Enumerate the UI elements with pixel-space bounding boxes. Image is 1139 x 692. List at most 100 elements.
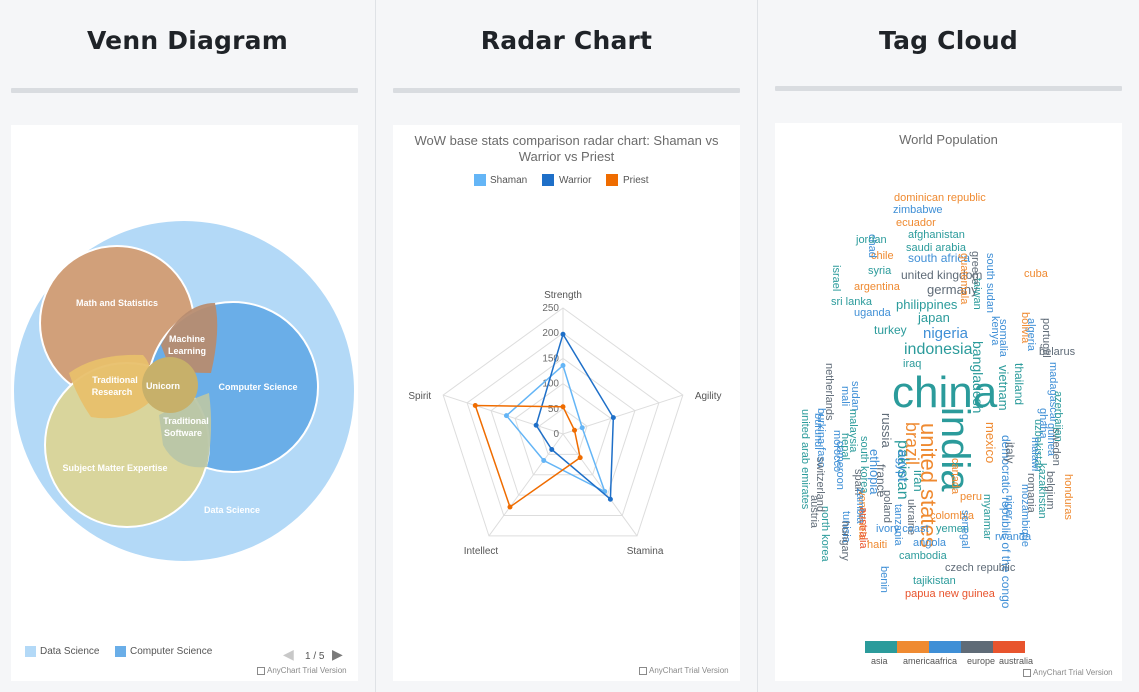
trial-watermark[interactable]: AnyChart Trial Version bbox=[267, 666, 347, 675]
tag-cloud-word[interactable]: sri lanka bbox=[831, 296, 872, 308]
tag-cloud-word[interactable]: ecuador bbox=[896, 217, 936, 229]
radar-grid-ring bbox=[442, 307, 684, 537]
radar-category-label: Intellect bbox=[464, 546, 499, 557]
color-range-label: asia bbox=[871, 656, 888, 666]
tag-cloud-word[interactable]: chile bbox=[871, 250, 894, 262]
tag-cloud-word[interactable]: italy bbox=[1003, 442, 1017, 464]
venn-label-machine-learning-2: Learning bbox=[168, 346, 206, 356]
tag-cloud-word[interactable]: syria bbox=[868, 265, 892, 277]
radar-point-shaman bbox=[503, 413, 509, 419]
legend-swatch-shaman bbox=[474, 174, 486, 186]
legend-label-computer-science[interactable]: Computer Science bbox=[130, 646, 213, 657]
pager-next-icon[interactable]: ▶ bbox=[332, 646, 343, 662]
tag-cloud-word[interactable]: somalia bbox=[997, 319, 1009, 357]
tag-cloud-word[interactable]: mexico bbox=[983, 422, 998, 464]
tag-cloud-word[interactable]: afghanistan bbox=[908, 229, 965, 241]
tag-cloud-word[interactable]: belarus bbox=[1039, 346, 1076, 358]
tag-cloud-word[interactable]: yemen bbox=[936, 523, 970, 535]
tag-cloud-word[interactable]: argentina bbox=[854, 281, 900, 293]
tag-cloud-word[interactable]: germany bbox=[927, 282, 978, 297]
tag-cloud-word[interactable]: cameroon bbox=[834, 441, 846, 490]
tag-cloud-word[interactable]: iran bbox=[911, 470, 926, 492]
tag-cloud-word[interactable]: haiti bbox=[867, 539, 888, 551]
tag-cloud-word[interactable]: niger bbox=[1003, 495, 1015, 520]
tag-cloud-word[interactable]: jordan bbox=[856, 234, 887, 246]
tag-cloud-word[interactable]: south sudan bbox=[984, 253, 996, 313]
color-range-segment bbox=[993, 641, 1025, 653]
tag-cloud-word[interactable]: russia bbox=[879, 413, 894, 448]
tag-cloud-word[interactable]: benin bbox=[878, 566, 890, 593]
anychart-logo-icon bbox=[1023, 669, 1031, 677]
tag-cloud-word[interactable]: japan bbox=[918, 310, 950, 325]
venn-label-machine-learning-1: Machine bbox=[169, 334, 205, 344]
legend-label-warrior[interactable]: Warrior bbox=[559, 175, 592, 186]
tag-cloud-word[interactable]: hungary bbox=[839, 521, 851, 561]
radar-tick-label: 0 bbox=[553, 429, 559, 440]
tag-cloud-word[interactable]: guatemala bbox=[958, 253, 970, 305]
tag-cloud-word[interactable]: belgium bbox=[1044, 471, 1056, 510]
tag-cloud-word[interactable]: rwanda bbox=[995, 531, 1032, 543]
tag-cloud-word[interactable]: tajikistan bbox=[913, 575, 956, 587]
tag-cloud-word[interactable]: china bbox=[892, 368, 998, 417]
tag-cloud-word[interactable]: thailand bbox=[1012, 363, 1026, 406]
tag-cloud-word[interactable]: zimbabwe bbox=[893, 204, 943, 216]
tag-cloud-word[interactable]: switzerland bbox=[814, 457, 826, 513]
tag-cloud-word[interactable]: north korea bbox=[819, 506, 831, 562]
radar-card: WoW base stats comparison radar chart: S… bbox=[393, 125, 740, 681]
tag-cloud-word[interactable]: burundi bbox=[812, 413, 824, 450]
tag-cloud-word[interactable]: cambodia bbox=[899, 550, 947, 562]
radar-point-warrior bbox=[533, 422, 539, 428]
legend-swatch-priest bbox=[606, 174, 618, 186]
pager-prev-icon[interactable]: ◀ bbox=[283, 646, 294, 662]
venn-region-machine-learning[interactable] bbox=[161, 303, 218, 373]
radar-series-priest bbox=[474, 404, 582, 509]
venn-column-title: Venn Diagram bbox=[87, 26, 288, 55]
tag-cloud-word[interactable]: czech republic bbox=[945, 562, 1016, 574]
tag-cloud-word[interactable]: iraq bbox=[903, 358, 922, 370]
tag-cloud-word[interactable]: saudi arabia bbox=[906, 242, 966, 254]
venn-region-traditional-research[interactable] bbox=[69, 354, 153, 419]
tag-cloud-word[interactable]: romania bbox=[1025, 473, 1037, 513]
tag-cloud-word[interactable]: greece bbox=[969, 251, 981, 285]
tag-cloud-word[interactable]: senegal bbox=[959, 510, 971, 549]
tag-cloud-word[interactable]: malawi bbox=[1029, 437, 1041, 472]
tag-cloud-word[interactable]: azerbaijan bbox=[1052, 391, 1064, 442]
tag-cloud-word[interactable]: angola bbox=[913, 537, 947, 549]
tag-cloud-word[interactable]: south africa bbox=[908, 251, 971, 265]
tag-cloud-word[interactable]: turkey bbox=[874, 323, 907, 337]
trial-watermark[interactable]: AnyChart Trial Version bbox=[649, 666, 729, 675]
tag-cloud-word[interactable]: philippines bbox=[896, 297, 958, 312]
legend-label-data-science[interactable]: Data Science bbox=[40, 646, 100, 657]
tag-cloud-word[interactable]: peru bbox=[960, 491, 983, 503]
tag-cloud-word[interactable]: cuba bbox=[1024, 268, 1048, 280]
tag-cloud-word[interactable]: uganda bbox=[854, 307, 891, 319]
tag-cloud-word[interactable]: vietnam bbox=[996, 365, 1011, 411]
tag-cloud-word[interactable]: zambia bbox=[854, 488, 866, 524]
tag-cloud-word[interactable]: mali bbox=[839, 386, 851, 407]
tag-cloud-word[interactable]: indonesia bbox=[904, 341, 973, 358]
legend-label-priest[interactable]: Priest bbox=[623, 175, 649, 186]
tag-cloud-word[interactable]: bangladesh bbox=[970, 341, 986, 414]
tag-cloud-word[interactable]: israel bbox=[830, 265, 842, 292]
venn-column: Venn Diagram Math and Statistics Machine… bbox=[0, 0, 376, 692]
tag-cloud-word[interactable]: ivory coast bbox=[876, 523, 929, 535]
tag-cloud-word[interactable]: honduras bbox=[1062, 474, 1074, 520]
tag-cloud-word[interactable]: colombia bbox=[930, 510, 975, 522]
tag-cloud-word[interactable]: netherlands bbox=[823, 363, 835, 421]
tag-cloud-word[interactable]: nigeria bbox=[923, 325, 969, 342]
trial-watermark[interactable]: AnyChart Trial Version bbox=[1033, 668, 1113, 677]
radar-category-label: Spirit bbox=[408, 391, 431, 402]
tag-cloud-word[interactable]: papua new guinea bbox=[905, 588, 995, 600]
radar-axis-spoke bbox=[443, 394, 564, 435]
tag-cloud-word[interactable]: dominican republic bbox=[894, 192, 986, 204]
tag-cloud-word[interactable]: egypt bbox=[895, 450, 910, 482]
tag-cloud-word[interactable]: canada bbox=[949, 458, 961, 495]
tag-cloud-word[interactable]: myanmar bbox=[981, 494, 993, 540]
radar-axis-spoke bbox=[562, 433, 638, 537]
tag-cloud-word[interactable]: united kingdom bbox=[901, 268, 983, 282]
radar-point-priest bbox=[577, 455, 583, 461]
legend-label-shaman[interactable]: Shaman bbox=[490, 175, 528, 186]
tag-cloud-word[interactable]: poland bbox=[881, 490, 893, 524]
tag-cloud-word[interactable]: bolivia bbox=[1019, 312, 1031, 344]
venn-region-unicorn[interactable] bbox=[142, 357, 198, 413]
